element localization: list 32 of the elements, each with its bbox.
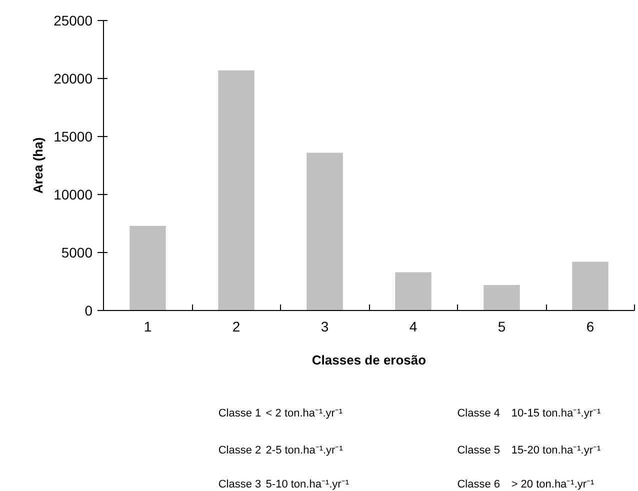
text: 10-15 ton.ha⁻¹.yr⁻¹ (511, 408, 601, 420)
y-tick-label: 15000 (54, 128, 93, 144)
text: Classe 5 (457, 444, 500, 456)
bar (395, 272, 432, 310)
x-tick-label: 3 (320, 318, 329, 334)
x-tick-label: 2 (232, 318, 240, 334)
y-tick-label: 0 (84, 302, 93, 318)
text: > 20 ton.ha⁻¹.yr⁻¹ (511, 478, 595, 490)
text: Classe 4 (457, 408, 500, 420)
text: Classe 3 (218, 478, 262, 490)
text: 15-20 ton.ha⁻¹.yr⁻¹ (511, 444, 601, 456)
bar (218, 70, 254, 310)
x-tick-label: 5 (498, 318, 506, 334)
y-tick-label: 25000 (54, 12, 93, 28)
x-tick-label: 1 (144, 318, 152, 334)
text: Classe 1 (218, 408, 262, 420)
y-tick-label: 20000 (54, 70, 93, 86)
bar (130, 226, 166, 310)
text: 2-5 ton.ha⁻¹.yr⁻¹ (266, 444, 344, 456)
y-axis-title: Area (ha) (30, 137, 46, 194)
text: Classe 2 (218, 444, 262, 456)
bar (484, 284, 520, 310)
bar (572, 262, 608, 310)
y-tick-label: 5000 (61, 244, 93, 260)
y-tick-label: 10000 (54, 186, 93, 202)
text: Classe 6 (457, 478, 500, 490)
x-tick-label: 6 (586, 318, 594, 334)
text: < 2 ton.ha⁻¹.yr⁻¹ (266, 408, 343, 420)
bar (306, 152, 343, 310)
x-axis-title: Classes de erosão (312, 352, 426, 368)
text: 5-10 ton.ha⁻¹.yr⁻¹ (266, 478, 350, 490)
x-tick-label: 4 (409, 318, 418, 334)
